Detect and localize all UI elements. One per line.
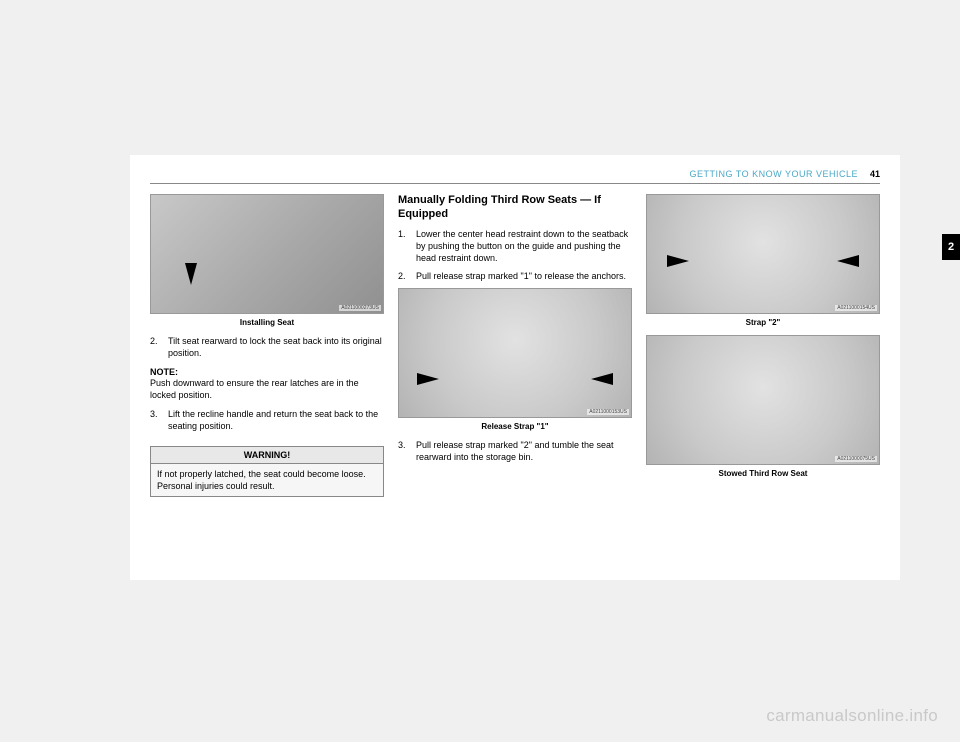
step-number: 3. [398,439,416,463]
figure-caption: Release Strap "1" [398,422,632,431]
figure-id: A0211000153US [587,409,629,415]
step-3: 3. Pull release strap marked "2" and tum… [398,439,632,463]
watermark: carmanualsonline.info [766,706,938,726]
step-2: 2. Pull release strap marked "1" to rele… [398,270,632,282]
column-2: Manually Folding Third Row Seats — If Eq… [398,194,632,497]
page-header: GETTING TO KNOW YOUR VEHICLE 41 [150,169,880,184]
section-name: GETTING TO KNOW YOUR VEHICLE [689,169,858,179]
column-1: A0211000273US Installing Seat 2. Tilt se… [150,194,384,497]
figure-release-strap: A0211000153US [398,288,632,418]
step-text: Pull release strap marked "1" to release… [416,270,626,282]
arrow-left-icon [591,373,613,385]
figure-id: A0211000154US [835,305,877,311]
step-number: 3. [150,408,168,432]
subheading: Manually Folding Third Row Seats — If Eq… [398,194,632,222]
arrow-down-icon [185,263,197,285]
step-number: 1. [398,228,416,264]
column-3: A0211000154US Strap "2" A0211000075US St… [646,194,880,497]
arrow-right-icon [667,255,689,267]
step-1: 1. Lower the center head restraint down … [398,228,632,264]
chapter-tab: 2 [942,234,960,260]
figure-id: A0211000273US [339,305,381,311]
step-3: 3. Lift the recline handle and return th… [150,408,384,432]
note-text: Push downward to ensure the rear latches… [150,377,384,401]
figure-caption: Strap "2" [646,318,880,327]
figure-id: A0211000075US [835,456,877,462]
step-text: Lower the center head restraint down to … [416,228,632,264]
step-2: 2. Tilt seat rearward to lock the seat b… [150,335,384,359]
figure-caption: Stowed Third Row Seat [646,469,880,478]
step-text: Lift the recline handle and return the s… [168,408,384,432]
step-number: 2. [398,270,416,282]
step-number: 2. [150,335,168,359]
manual-page: GETTING TO KNOW YOUR VEHICLE 41 A0211000… [130,155,900,580]
warning-title: WARNING! [151,447,383,464]
warning-body: If not properly latched, the seat could … [151,464,383,496]
step-text: Tilt seat rearward to lock the seat back… [168,335,384,359]
note-label: NOTE: [150,367,384,377]
figure-caption: Installing Seat [150,318,384,327]
warning-box: WARNING! If not properly latched, the se… [150,446,384,497]
figure-installing-seat: A0211000273US [150,194,384,314]
arrow-right-icon [417,373,439,385]
step-text: Pull release strap marked "2" and tumble… [416,439,632,463]
content-columns: A0211000273US Installing Seat 2. Tilt se… [150,194,880,497]
page-number: 41 [870,169,880,179]
figure-stowed-seat: A0211000075US [646,335,880,465]
arrow-left-icon [837,255,859,267]
figure-strap-2: A0211000154US [646,194,880,314]
